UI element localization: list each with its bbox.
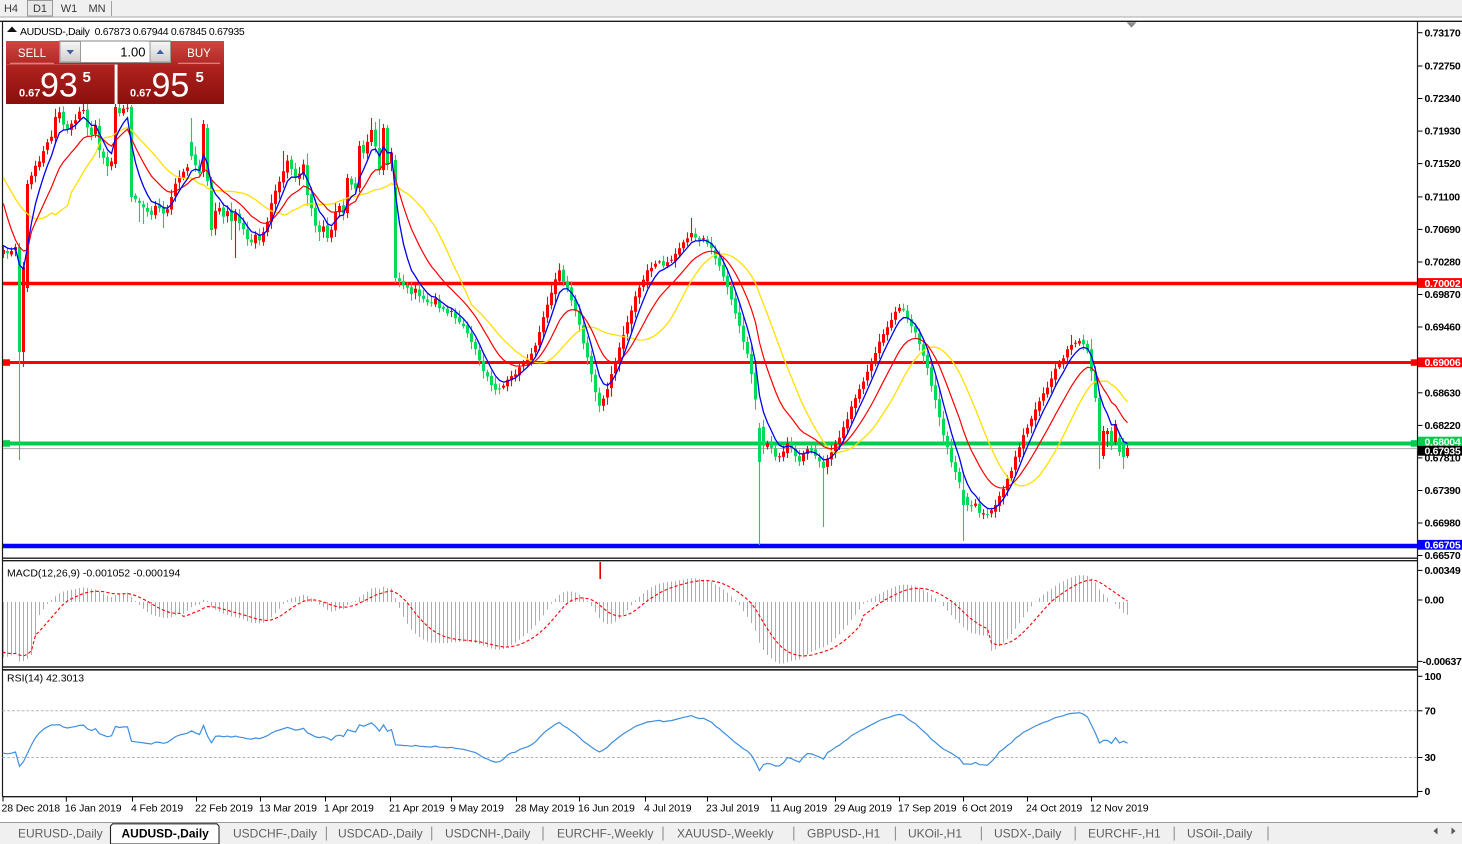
svg-text:0.66980: 0.66980 [1425,518,1461,530]
svg-text:RSI(14) 42.3013: RSI(14) 42.3013 [7,673,84,685]
svg-text:USDCAD-,Daily: USDCAD-,Daily [338,827,423,841]
svg-text:USDCHF-,Daily: USDCHF-,Daily [233,827,317,841]
svg-text:EURCHF-,Weekly: EURCHF-,Weekly [557,827,653,841]
svg-text:H4: H4 [4,3,18,15]
svg-text:0.00349: 0.00349 [1425,565,1461,577]
svg-text:29 Aug 2019: 29 Aug 2019 [834,803,892,815]
svg-text:UKOil-,H1: UKOil-,H1 [908,827,962,841]
svg-text:5: 5 [83,69,91,86]
svg-text:28 Dec 2018: 28 Dec 2018 [2,803,61,815]
svg-text:4 Feb 2019: 4 Feb 2019 [131,803,183,815]
svg-text:USDX-,Daily: USDX-,Daily [994,827,1061,841]
svg-text:9 May 2019: 9 May 2019 [450,803,504,815]
svg-text:0.71520: 0.71520 [1425,158,1461,170]
svg-text:0.70690: 0.70690 [1425,224,1461,236]
svg-text:21 Apr 2019: 21 Apr 2019 [389,803,445,815]
svg-text:USOil-,Daily: USOil-,Daily [1187,827,1252,841]
svg-text:1.00: 1.00 [120,45,145,60]
svg-text:28 May 2019: 28 May 2019 [515,803,575,815]
svg-text:0.71930: 0.71930 [1425,126,1461,138]
svg-text:0.67: 0.67 [19,88,40,100]
svg-text:XAUUSD-,Weekly: XAUUSD-,Weekly [677,827,773,841]
svg-text:W1: W1 [61,3,78,15]
svg-text:0.68220: 0.68220 [1425,420,1461,432]
svg-text:0.66570: 0.66570 [1425,550,1461,562]
svg-text:11 Aug 2019: 11 Aug 2019 [770,803,827,815]
svg-text:0.71100: 0.71100 [1425,192,1461,204]
svg-text:-0.00637: -0.00637 [1423,656,1462,668]
svg-text:0.68630: 0.68630 [1425,387,1461,399]
svg-text:93: 93 [40,67,78,105]
svg-text:1 Apr 2019: 1 Apr 2019 [324,803,374,815]
svg-text:GBPUSD-,H1: GBPUSD-,H1 [807,827,881,841]
svg-text:6 Oct 2019: 6 Oct 2019 [962,803,1013,815]
svg-text:0.73170: 0.73170 [1425,27,1461,39]
svg-text:100: 100 [1425,671,1442,683]
svg-text:16 Jun 2019: 16 Jun 2019 [578,803,635,815]
svg-text:16 Jan 2019: 16 Jan 2019 [65,803,122,815]
svg-text:17 Sep 2019: 17 Sep 2019 [898,803,957,815]
svg-text:0.67390: 0.67390 [1425,485,1461,497]
svg-text:0: 0 [1425,786,1431,798]
svg-text:4 Jul 2019: 4 Jul 2019 [644,803,692,815]
svg-text:SELL: SELL [18,48,47,60]
svg-text:BUY: BUY [187,48,211,60]
svg-text:24 Oct 2019: 24 Oct 2019 [1026,803,1082,815]
svg-text:30: 30 [1425,752,1437,764]
svg-text:70: 70 [1425,705,1437,717]
svg-text:MACD(12,26,9) -0.001052 -0.000: MACD(12,26,9) -0.001052 -0.000194 [7,568,181,580]
svg-text:0.69870: 0.69870 [1425,289,1461,301]
svg-text:22 Feb 2019: 22 Feb 2019 [195,803,253,815]
svg-text:5: 5 [196,69,204,86]
svg-text:0.69006: 0.69006 [1425,357,1461,369]
svg-text:0.67935: 0.67935 [1425,446,1461,458]
svg-text:EURUSD-,Daily: EURUSD-,Daily [18,827,103,841]
svg-text:AUDUSD-,Daily 0.67873 0.67944: AUDUSD-,Daily 0.67873 0.67944 0.67845 0.… [20,26,245,38]
svg-text:EURCHF-,H1: EURCHF-,H1 [1088,827,1161,841]
svg-text:MN: MN [88,3,105,15]
svg-text:0.69460: 0.69460 [1425,322,1461,334]
svg-text:95: 95 [152,67,190,105]
svg-text:0.67: 0.67 [130,88,151,100]
svg-text:AUDUSD-,Daily: AUDUSD-,Daily [122,827,210,841]
svg-text:13 Mar 2019: 13 Mar 2019 [259,803,317,815]
svg-text:USDCNH-,Daily: USDCNH-,Daily [445,827,530,841]
svg-text:23 Jul 2019: 23 Jul 2019 [706,803,759,815]
svg-text:0.70002: 0.70002 [1425,278,1461,290]
svg-text:0.72750: 0.72750 [1425,61,1461,73]
svg-text:D1: D1 [33,3,47,15]
svg-text:12 Nov 2019: 12 Nov 2019 [1090,803,1149,815]
svg-text:0.68004: 0.68004 [1425,436,1461,448]
svg-text:0.72340: 0.72340 [1425,93,1461,105]
svg-text:0.66705: 0.66705 [1425,540,1461,552]
svg-text:0.00: 0.00 [1425,595,1445,607]
svg-text:0.70280: 0.70280 [1425,257,1461,269]
